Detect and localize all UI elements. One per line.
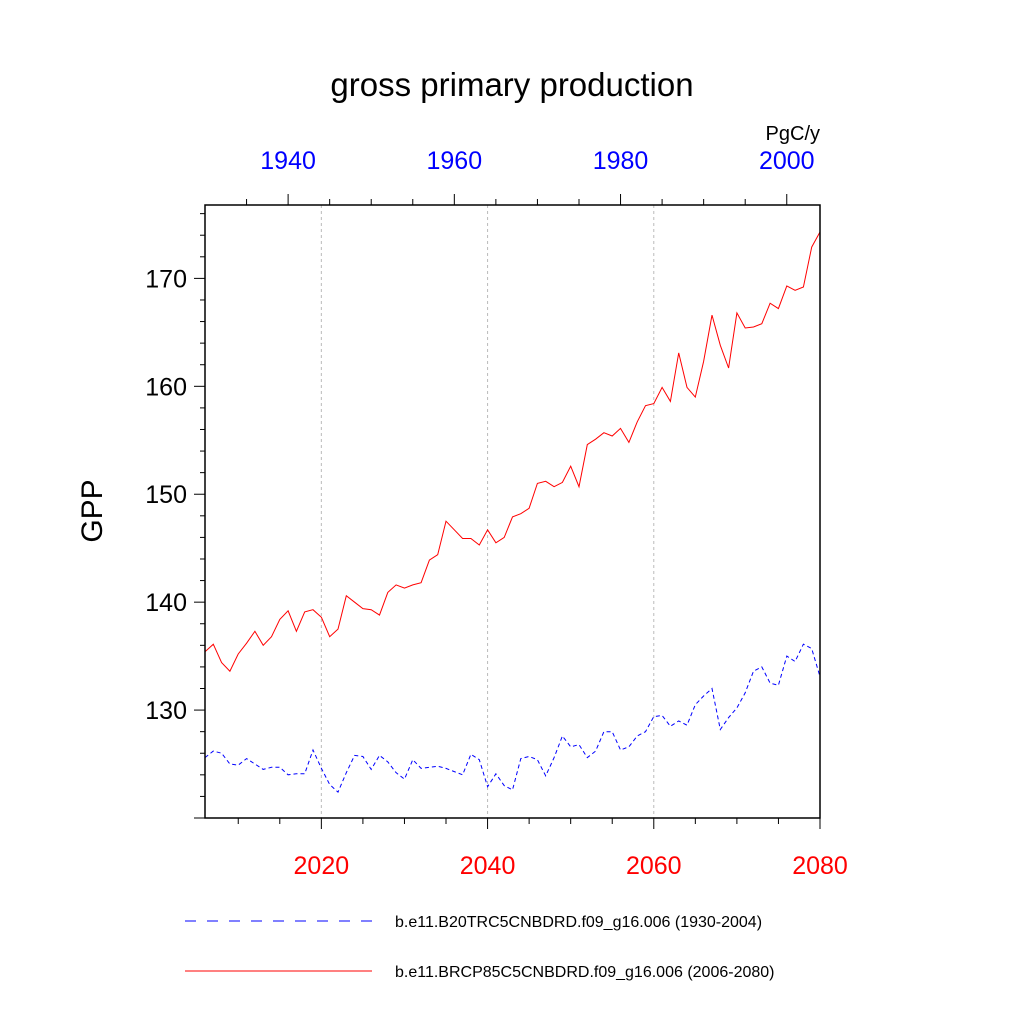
- x-bottom-tick-label: 2060: [626, 852, 682, 880]
- units-label: PgC/y: [766, 123, 820, 145]
- grid-lines: [320, 205, 655, 818]
- y-tick-label: 150: [145, 481, 187, 509]
- x-bottom-tick-label: 2020: [294, 852, 350, 880]
- x-bottom-tick-label: 2080: [792, 852, 848, 880]
- legend-label-2: b.e11.BRCP85C5CNBDRD.f09_g16.006 (2006-2…: [395, 964, 774, 981]
- axis-ticks: [194, 194, 821, 829]
- series-line-1: [204, 643, 821, 793]
- legend: b.e11.B20TRC5CNBDRD.f09_g16.006 (1930-20…: [185, 914, 774, 981]
- plot-frame: [204, 204, 821, 819]
- y-tick-label: 160: [145, 373, 187, 401]
- y-tick-label: 140: [145, 589, 187, 617]
- y-axis-label: GPP: [76, 479, 109, 542]
- x-top-tick-label: 1980: [593, 147, 649, 175]
- series-line-2: [204, 231, 821, 673]
- y-tick-label: 170: [145, 265, 187, 293]
- chart-title: gross primary production: [330, 66, 693, 103]
- legend-label-1: b.e11.B20TRC5CNBDRD.f09_g16.006 (1930-20…: [395, 914, 762, 931]
- y-tick-label: 130: [145, 697, 187, 725]
- x-top-tick-label: 2000: [759, 147, 815, 175]
- series-group: [204, 231, 821, 793]
- tick-labels: 130 140 150 160 170 2020 2040 2060 2080 1940 1960 1…: [145, 147, 848, 880]
- x-bottom-tick-label: 2040: [460, 852, 516, 880]
- x-top-tick-label: 1960: [427, 147, 483, 175]
- x-top-tick-label: 1940: [260, 147, 316, 175]
